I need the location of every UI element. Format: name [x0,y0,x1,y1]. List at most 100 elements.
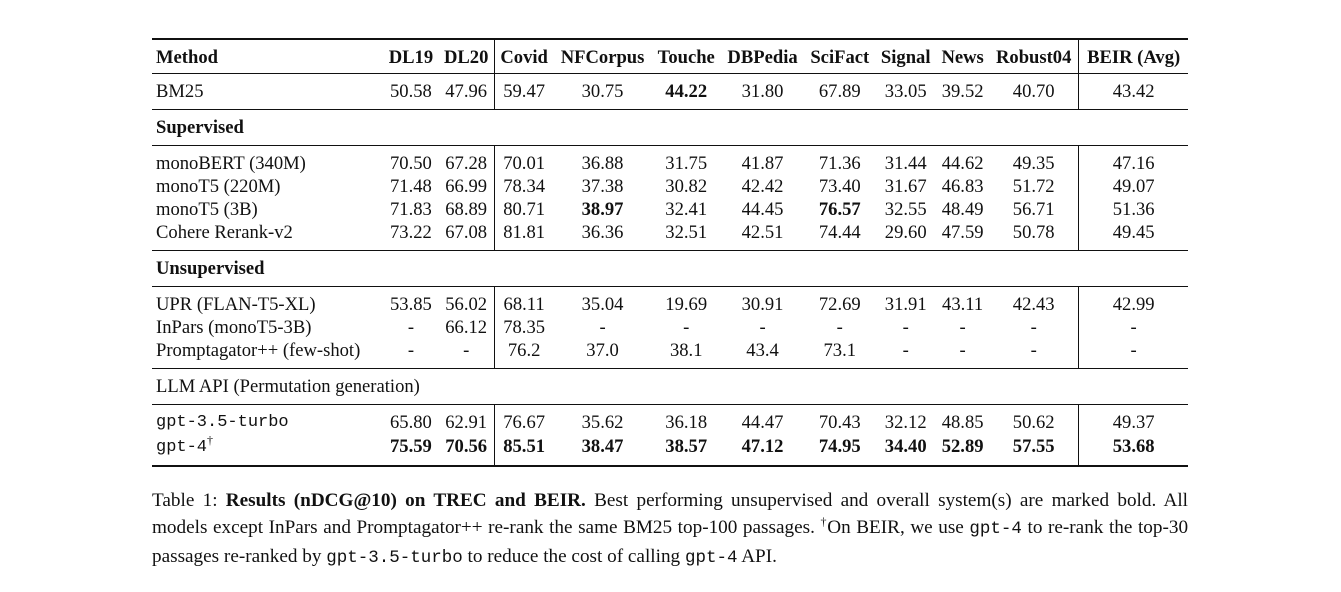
method-cell: monoBERT (340M) [152,145,384,175]
value-cell: - [1078,316,1188,339]
method-cell: BM25 [152,73,384,110]
value-cell: 74.44 [818,222,861,243]
value-cell: 71.48 [390,176,432,197]
value-cell: 42.43 [989,286,1079,316]
value-cell: 47.59 [941,222,984,243]
value-cell: 57.55 [989,434,1079,467]
caption-text: On BEIR, we use [827,517,964,538]
value-cell: 53.68 [1078,434,1188,467]
method-cell: Promptagator++ (few-shot) [156,340,361,361]
value-cell: 68.11 [493,286,554,316]
value-cell: 56.02 [438,286,495,316]
value-cell: 48.85 [936,404,990,434]
caption-title: Results (nDCG@10) on TREC and BEIR. [225,490,586,511]
value-cell: 50.78 [1012,222,1055,243]
value-cell: 43.4 [746,340,779,361]
value-cell: - [959,317,966,338]
table-row: Cohere Rerank-v2 73.22 67.08 81.81 36.36… [152,221,1188,251]
caption-text: API. [741,546,777,567]
value-cell: 49.37 [1078,404,1188,434]
value-cell: 71.36 [804,145,876,175]
value-cell: 49.45 [1078,221,1188,251]
caption-text: to reduce the cost of calling [467,546,681,567]
caption-label: Table 1: [152,490,218,511]
value-cell: 65.80 [383,404,439,434]
header-nfcorpus: NFCorpus [553,38,652,74]
value-cell: 29.60 [884,222,927,243]
header-dl19: DL19 [383,38,439,74]
value-cell: 81.81 [493,221,554,251]
method-cell: gpt-4† [152,434,384,467]
section-title: Supervised [152,109,1188,146]
value-cell: 42.51 [741,222,784,243]
value-cell: 42.99 [1078,286,1188,316]
header-robust04: Robust04 [989,38,1079,74]
value-cell: 80.71 [493,198,554,221]
header-news: News [936,38,990,74]
value-cell: 38.57 [651,434,721,467]
value-cell: 32.55 [884,199,927,220]
value-cell: 38.97 [581,199,624,220]
value-cell: 50.58 [383,73,439,110]
value-cell: 73.1 [823,340,857,361]
table-row: monoT5 (3B) 71.83 68.89 80.71 38.97 32.4… [152,198,1188,221]
value-cell: - [1030,317,1037,338]
value-cell: 70.43 [804,404,876,434]
table-header-row: Method DL19 DL20 Covid NFCorpus Touche D… [152,38,1188,74]
method-name: gpt-4 [156,438,208,457]
value-cell: 47.96 [438,73,495,110]
value-cell: 74.95 [804,434,876,467]
table-row-bm25: BM25 50.58 47.96 59.47 30.75 44.22 31.80… [152,73,1188,110]
value-cell: 76.67 [493,404,554,434]
value-cell: 50.62 [989,404,1079,434]
value-cell: 31.44 [875,145,937,175]
results-table: Method DL19 DL20 Covid NFCorpus Touche D… [152,38,1188,467]
value-cell: 44.47 [720,404,805,434]
value-cell: 56.71 [1012,199,1055,220]
header-covid: Covid [493,38,554,74]
value-cell: 31.67 [884,176,927,197]
method-cell: InPars (monoT5-3B) [156,317,312,338]
value-cell: 73.22 [390,222,432,243]
value-cell: 51.72 [1012,176,1055,197]
section-row-llm-api: LLM API (Permutation generation) [152,368,1188,405]
header-touche: Touche [651,38,721,74]
value-cell: - [902,317,909,338]
section-row-unsupervised: Unsupervised [152,250,1188,287]
value-cell: 44.62 [936,145,990,175]
value-cell: 43.42 [1078,73,1188,110]
table-row: Promptagator++ (few-shot) - - 76.2 37.0 … [152,339,1188,369]
value-cell: - [1078,339,1188,369]
value-cell: 31.75 [651,145,721,175]
value-cell: 53.85 [383,286,439,316]
value-cell: 47.16 [1078,145,1188,175]
value-cell: 36.88 [553,145,652,175]
value-cell: 40.70 [989,73,1079,110]
value-cell: 41.87 [720,145,805,175]
value-cell: - [463,340,470,361]
method-cell: gpt-3.5-turbo [152,404,384,434]
value-cell: 71.83 [390,199,432,220]
value-cell: 30.82 [665,176,708,197]
caption-code: gpt-4 [969,519,1022,539]
value-cell: 76.57 [818,199,861,220]
value-cell: 31.80 [720,73,805,110]
value-cell: 52.89 [936,434,990,467]
value-cell: 37.38 [581,176,624,197]
value-cell: 44.45 [741,199,784,220]
method-cell: UPR (FLAN-T5-XL) [152,286,384,316]
value-cell: 36.18 [651,404,721,434]
section-title: Unsupervised [152,250,1188,287]
value-cell: - [836,317,843,338]
value-cell: 32.41 [665,199,708,220]
value-cell: 51.36 [1078,198,1188,221]
value-cell: 46.83 [941,176,984,197]
header-signal: Signal [875,38,937,74]
value-cell: 47.12 [720,434,805,467]
value-cell: 32.12 [875,404,937,434]
value-cell: 72.69 [804,286,876,316]
caption-code: gpt-3.5-turbo [326,548,463,568]
table-row: UPR (FLAN-T5-XL) 53.85 56.02 68.11 35.04… [152,286,1188,316]
value-cell: 75.59 [383,434,439,467]
header-method: Method [152,38,384,74]
